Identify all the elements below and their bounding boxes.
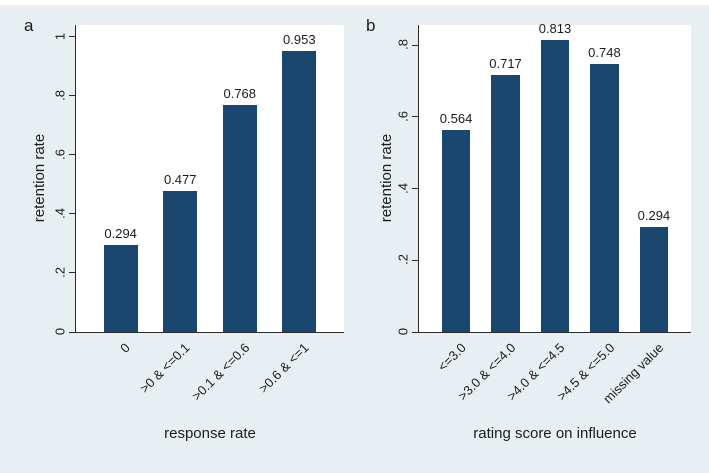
y-tick-label: .6 [52, 148, 68, 160]
bar [282, 50, 317, 332]
y-tick [69, 331, 75, 333]
panel-a-y-axis-title: retention rate [31, 133, 48, 223]
y-tick [69, 154, 75, 156]
y-tick [69, 213, 75, 215]
y-tick-label: 0 [395, 327, 411, 336]
panel-b-letter: b [366, 16, 376, 35]
y-tick-label: .8 [395, 39, 411, 50]
bar-value-label: 0.953 [283, 31, 316, 47]
y-tick [412, 44, 418, 46]
y-tick-label: .4 [395, 182, 411, 194]
bar-value-label: 0.717 [489, 55, 522, 71]
y-tick [412, 259, 418, 261]
y-tick [69, 95, 75, 97]
bar [491, 74, 520, 332]
bar [222, 105, 257, 332]
y-tick [412, 188, 418, 190]
y-tick-label: .4 [52, 208, 68, 219]
bar [590, 63, 619, 332]
y-tick-label: 0 [52, 327, 68, 336]
bar-value-label: 0.748 [588, 44, 621, 60]
bar [639, 226, 668, 332]
y-tick-label: .8 [52, 89, 68, 101]
y-tick-label: .2 [395, 254, 411, 266]
y-tick [69, 272, 75, 274]
y-tick [412, 116, 418, 118]
bar [441, 129, 471, 332]
panel-a-plot-area: retention rate response rate 0.294 0 0.477… [31, 25, 344, 442]
panel-b-plot-area: retention rate rating score on influence… [378, 21, 691, 442]
bar-value-label: 0.294 [104, 226, 137, 242]
bar-value-label: 0.813 [538, 21, 572, 37]
bar-value-label: 0.477 [163, 172, 197, 188]
y-tick-label: 1 [52, 32, 68, 40]
y-tick-label: .2 [52, 267, 68, 278]
bar [540, 40, 570, 332]
bar [163, 191, 198, 332]
panel-b-x-axis-title: rating score on influence [473, 425, 637, 442]
bar-value-label: 0.768 [223, 86, 257, 102]
bar-value-label: 0.294 [637, 207, 671, 223]
bar-value-label: 0.564 [439, 110, 473, 126]
bar [103, 245, 138, 332]
panel-a-x-axis-title: response rate [164, 425, 256, 442]
y-tick [412, 331, 418, 333]
y-tick-label: .6 [395, 110, 411, 122]
panel-a-letter: a [24, 16, 34, 35]
y-tick [69, 36, 75, 38]
panel-b-y-axis-title: retention rate [378, 133, 395, 223]
